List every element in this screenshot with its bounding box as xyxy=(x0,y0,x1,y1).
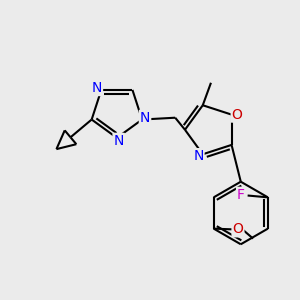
Text: N: N xyxy=(193,149,203,163)
Text: N: N xyxy=(140,111,150,125)
Text: N: N xyxy=(113,134,124,148)
Text: F: F xyxy=(237,188,245,202)
Text: O: O xyxy=(232,222,243,236)
Text: N: N xyxy=(92,81,102,95)
Text: O: O xyxy=(232,108,242,122)
